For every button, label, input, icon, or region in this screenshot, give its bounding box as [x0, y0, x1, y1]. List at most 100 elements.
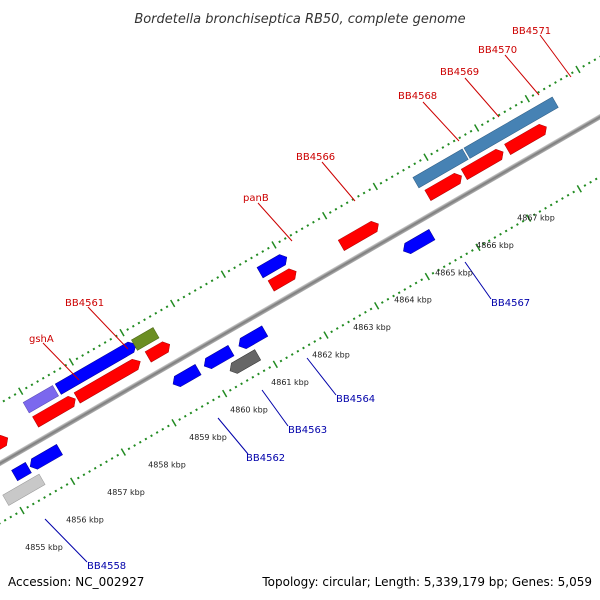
minor-tick: [409, 284, 412, 288]
minor-tick: [448, 262, 452, 265]
minor-tick: [261, 250, 265, 253]
gene-arrow[interactable]: [170, 364, 202, 389]
scale-label: 4866 kbp: [476, 241, 514, 250]
minor-tick: [302, 346, 305, 350]
scale-label: 4860 kbp: [230, 406, 268, 415]
minor-tick: [81, 354, 84, 357]
genome-backbone: [0, 77, 600, 503]
gene-arrow[interactable]: [0, 433, 11, 460]
minor-tick: [559, 77, 563, 81]
gene-arrow[interactable]: [256, 252, 290, 279]
gene-arrow[interactable]: [400, 229, 436, 256]
minor-tick: [182, 295, 186, 299]
gene-arrow[interactable]: [32, 394, 79, 428]
gene-label[interactable]: BB4562: [246, 453, 285, 464]
gene-label[interactable]: BB4561: [65, 298, 104, 309]
gene-arrow[interactable]: [424, 171, 465, 201]
minor-tick: [589, 180, 592, 184]
gene-arrow[interactable]: [11, 462, 32, 482]
minor-tick: [554, 81, 557, 84]
gene-arrow[interactable]: [27, 444, 63, 471]
minor-tick: [544, 206, 547, 210]
minor-tick: [486, 120, 490, 123]
minor-tick: [295, 230, 298, 234]
major-tick: [372, 182, 378, 191]
gene-label[interactable]: BB4571: [512, 26, 551, 37]
minor-tick: [499, 232, 502, 236]
minor-tick: [48, 492, 52, 496]
scale-label: 4867 kbp: [517, 213, 555, 222]
gene-arrow[interactable]: [2, 473, 46, 506]
minor-tick: [245, 379, 249, 382]
gene-label[interactable]: BB4566: [296, 152, 335, 163]
minor-tick: [103, 341, 107, 344]
minor-tick: [99, 463, 103, 467]
minor-tick: [587, 61, 591, 65]
gene-arrow[interactable]: [337, 219, 381, 251]
minor-tick: [594, 177, 598, 181]
gene-arrow[interactable]: [54, 339, 139, 395]
minor-tick: [30, 383, 34, 387]
gene-arrow[interactable]: [144, 339, 173, 363]
minor-tick: [358, 314, 362, 317]
gene-label[interactable]: BB4567: [491, 298, 530, 309]
minor-tick: [555, 200, 559, 204]
scale-label: 4862 kbp: [312, 351, 350, 360]
minor-tick: [133, 444, 136, 447]
minor-tick: [206, 401, 210, 405]
gene-arrow[interactable]: [73, 356, 143, 404]
minor-tick: [480, 123, 484, 127]
scale-label: 4856 kbp: [66, 516, 104, 525]
minor-tick: [244, 259, 248, 263]
scale-label: 4863 kbp: [353, 323, 391, 332]
gene-arrow[interactable]: [22, 385, 59, 414]
minor-tick: [516, 223, 519, 226]
gene-arrow[interactable]: [460, 147, 506, 180]
gene-label[interactable]: BB4570: [478, 45, 517, 56]
minor-tick: [217, 395, 221, 399]
gene-label[interactable]: BB4563: [288, 425, 327, 436]
minor-tick: [54, 489, 58, 493]
gene-label[interactable]: panB: [243, 193, 269, 204]
minor-tick: [212, 398, 215, 402]
reverse-strand: [2, 229, 436, 506]
minor-tick: [566, 193, 570, 197]
gene-arrow[interactable]: [504, 122, 550, 155]
map-title: Bordetella bronchiseptica RB50, complete…: [134, 12, 465, 27]
gene-label[interactable]: gshA: [29, 334, 54, 345]
scale-label: 4859 kbp: [189, 433, 227, 442]
minor-tick: [210, 279, 214, 283]
minor-tick: [228, 388, 232, 392]
gene-arrow[interactable]: [227, 349, 262, 376]
minor-tick: [8, 396, 11, 400]
gene-label[interactable]: BB4569: [440, 67, 479, 78]
gene-arrow[interactable]: [131, 327, 160, 351]
gene-label[interactable]: BB4568: [398, 91, 437, 102]
gene-arrow[interactable]: [463, 96, 559, 159]
minor-tick: [193, 289, 197, 292]
minor-tick: [13, 393, 17, 396]
gene-arrow[interactable]: [201, 345, 235, 371]
gene-label[interactable]: BB4564: [336, 394, 375, 405]
minor-tick: [268, 366, 272, 369]
minor-tick: [65, 483, 69, 486]
gene-label[interactable]: BB4558: [87, 561, 126, 572]
minor-tick: [386, 297, 390, 301]
minor-tick: [542, 87, 546, 91]
major-tick: [271, 241, 277, 249]
minor-tick: [3, 518, 7, 522]
minor-tick: [380, 301, 384, 304]
minor-tick: [362, 191, 366, 195]
scale-label: 4861 kbp: [271, 378, 309, 387]
gene-arrow[interactable]: [412, 148, 469, 189]
forward-strand: [0, 96, 559, 460]
scale-label: 4858 kbp: [148, 461, 186, 470]
gene-arrow[interactable]: [267, 266, 299, 292]
minor-tick: [330, 330, 333, 334]
minor-tick: [437, 268, 440, 272]
minor-tick: [290, 353, 294, 356]
minor-tick: [200, 405, 204, 408]
gene-arrow[interactable]: [236, 325, 269, 351]
minor-tick: [93, 466, 97, 470]
